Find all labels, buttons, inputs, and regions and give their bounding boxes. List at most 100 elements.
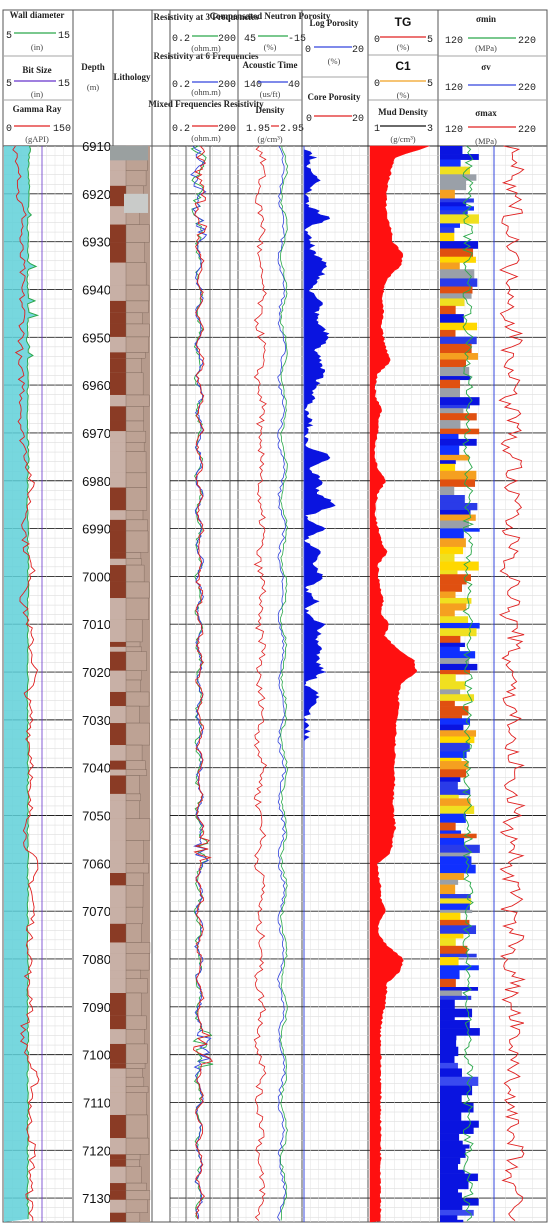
- stress-band: [440, 580, 467, 585]
- stress-band: [440, 445, 460, 456]
- stress-band: [440, 154, 479, 160]
- lithology-bed-sand: [110, 510, 126, 520]
- res6-max: 200: [218, 80, 236, 91]
- stress-band: [440, 789, 471, 796]
- lithology-bed: [125, 1166, 142, 1184]
- stress-band: [440, 844, 480, 853]
- lithology-bed-sand: [110, 646, 126, 652]
- stress-band: [440, 1016, 455, 1021]
- lithology-bed: [125, 793, 141, 802]
- stress-band: [440, 438, 477, 446]
- stress-band: [440, 987, 479, 991]
- tg-fill: [369, 145, 430, 1223]
- lithology-bed: [125, 300, 149, 314]
- stress-band: [440, 248, 474, 258]
- lithology-bed-shale: [110, 873, 126, 886]
- stress-band: [440, 1068, 462, 1078]
- stress-band: [440, 376, 471, 381]
- stress-band: [440, 428, 480, 435]
- stress-band: [440, 670, 470, 675]
- lithology-bed-shale: [110, 530, 126, 553]
- lithology-bed: [125, 775, 140, 795]
- stress-band: [440, 1180, 469, 1190]
- stress-band: [440, 1094, 462, 1104]
- lithology-bed: [125, 487, 148, 511]
- stress-band: [440, 146, 463, 155]
- stress-band: [440, 1133, 460, 1141]
- wall-diameter-label: Wall diameter: [10, 10, 65, 20]
- mud-density-unit: (g/cm³): [390, 134, 415, 144]
- bit-size-unit: (in): [31, 89, 43, 99]
- density-label: Density: [256, 105, 285, 115]
- res3-max: 200: [218, 34, 236, 45]
- stress-band: [440, 528, 480, 532]
- res3-min: 0.2: [172, 34, 190, 45]
- lithology-bed-sand: [110, 745, 126, 761]
- stress-band: [440, 715, 462, 719]
- lithology-bed: [125, 1076, 145, 1087]
- acoustic-min: 140: [244, 80, 262, 91]
- stress-band: [440, 591, 456, 599]
- resmix-max: 200: [218, 124, 236, 135]
- wall-diameter-min: 5: [6, 31, 12, 42]
- stress-band: [440, 852, 470, 857]
- lithology-bed-sand: [110, 800, 126, 819]
- lithology-bed-sand: [110, 1077, 126, 1087]
- lithology-bed: [125, 969, 141, 979]
- res3-unit: (ohm.m): [191, 43, 221, 53]
- stress-band: [440, 502, 478, 511]
- lithology-bed-sand: [110, 793, 126, 801]
- lithology-bed: [125, 978, 148, 994]
- stress-band: [440, 278, 478, 287]
- lithology-bed-sand: [110, 451, 126, 473]
- depth-tick-label: 7010: [82, 617, 111, 632]
- stress-band: [440, 470, 477, 480]
- lithology-bed: [125, 262, 147, 286]
- lithology-bed-sand: [110, 598, 126, 620]
- lithology-bed: [125, 840, 144, 864]
- stress-band: [440, 1215, 458, 1221]
- stress-band: [440, 856, 472, 865]
- res6-unit: (ohm.m): [191, 87, 221, 97]
- stress-band: [440, 603, 467, 611]
- acoustic-label: Acoustic Time: [243, 60, 298, 70]
- stress-band: [440, 1219, 464, 1223]
- stress-band: [440, 628, 477, 637]
- lithology-bed-shale: [110, 487, 126, 511]
- lithology-bed: [125, 336, 149, 353]
- lithology-bed-shale: [110, 352, 126, 359]
- cnl-curve: [279, 145, 289, 1221]
- depth-tick-label: 7080: [82, 952, 111, 967]
- lithology-gray-bed: [124, 193, 148, 213]
- stress-band: [440, 945, 468, 955]
- gamma-ray-label: Gamma Ray: [13, 104, 62, 114]
- lithology-bed: [125, 923, 142, 943]
- stress-band: [440, 520, 469, 529]
- stress-band: [440, 353, 478, 360]
- acoustic-curve: [277, 145, 287, 1221]
- stress-band: [440, 1120, 479, 1128]
- gamma-ray-min: 0: [6, 124, 12, 135]
- depth-tick-label: 6950: [82, 330, 111, 345]
- res6-curve: [190, 145, 212, 1220]
- lithology-bed: [125, 394, 150, 407]
- lithology-bed: [125, 1015, 147, 1030]
- lithology-bed-shale: [110, 565, 126, 582]
- stress-band: [440, 898, 472, 904]
- lithology-bed: [125, 1137, 150, 1155]
- lithology-bed-shale: [110, 723, 126, 746]
- sv-min: 120: [445, 83, 463, 94]
- stress-band: [440, 1055, 455, 1064]
- stress-band: [440, 769, 467, 778]
- lithology-bed-shale: [110, 1159, 126, 1167]
- lithology-bed-sand: [110, 706, 126, 724]
- stress-band: [440, 553, 455, 562]
- lithology-bed-shale: [110, 358, 126, 373]
- stress-band: [440, 514, 476, 521]
- stress-band: [440, 214, 479, 224]
- stress-band: [440, 420, 461, 429]
- core-porosity-max: 20: [352, 114, 364, 125]
- resmix-min: 0.2: [172, 124, 190, 135]
- tg-max: 5: [427, 35, 433, 46]
- stress-band: [440, 903, 470, 911]
